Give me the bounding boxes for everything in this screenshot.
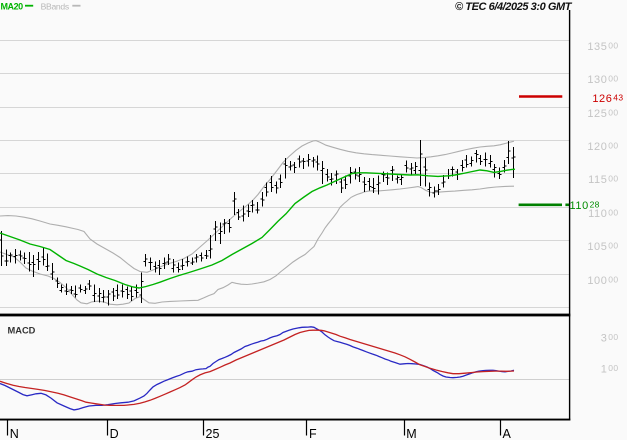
svg-text:126: 126 — [592, 93, 612, 105]
svg-text:00: 00 — [608, 140, 618, 150]
svg-text:MA20: MA20 — [1, 1, 24, 11]
svg-text:28: 28 — [590, 200, 600, 210]
svg-text:M: M — [406, 427, 416, 440]
svg-text:120: 120 — [587, 141, 607, 153]
svg-text:00: 00 — [608, 107, 618, 117]
svg-text:00: 00 — [608, 40, 618, 50]
svg-text:00: 00 — [608, 73, 618, 83]
svg-text:00: 00 — [608, 207, 618, 217]
svg-text:00: 00 — [608, 274, 618, 284]
svg-text:100: 100 — [587, 275, 607, 287]
svg-text:00: 00 — [608, 363, 618, 373]
svg-text:3: 3 — [601, 332, 608, 344]
svg-text:105: 105 — [587, 241, 607, 253]
svg-text:130: 130 — [587, 74, 607, 86]
svg-text:00: 00 — [608, 173, 618, 183]
svg-text:00: 00 — [608, 240, 618, 250]
svg-text:1: 1 — [601, 364, 608, 376]
svg-text:N: N — [10, 427, 19, 440]
svg-text:00: 00 — [608, 332, 618, 342]
svg-text:110: 110 — [569, 200, 588, 212]
svg-text:BBands: BBands — [41, 1, 69, 11]
svg-text:125: 125 — [587, 108, 607, 120]
svg-text:25: 25 — [206, 427, 220, 440]
svg-text:110: 110 — [588, 208, 607, 220]
svg-text:© TEC 6/4/2025 3:0 GMT: © TEC 6/4/2025 3:0 GMT — [455, 1, 573, 13]
svg-text:A: A — [503, 427, 512, 440]
svg-text:MACD: MACD — [8, 326, 36, 336]
svg-text:115: 115 — [588, 174, 607, 186]
svg-text:135: 135 — [587, 41, 607, 53]
svg-text:43: 43 — [613, 92, 623, 102]
svg-text:F: F — [309, 427, 317, 440]
svg-text:D: D — [110, 427, 119, 440]
